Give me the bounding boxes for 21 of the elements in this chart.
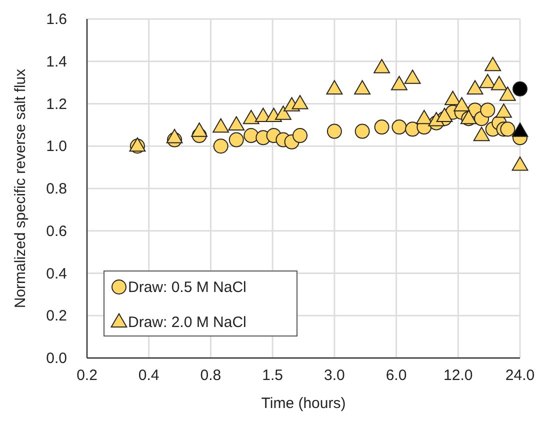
x-tick-label: 6.0 bbox=[386, 367, 407, 384]
x-tick-label: 0.2 bbox=[76, 367, 98, 384]
x-tick-label: 12.0 bbox=[444, 367, 473, 384]
x-axis-title: Time (hours) bbox=[261, 395, 346, 412]
x-tick-label: 0.4 bbox=[138, 367, 160, 384]
x-tick-label: 24.0 bbox=[505, 367, 535, 384]
y-tick-label: 0.2 bbox=[46, 308, 67, 325]
y-tick-label: 0.6 bbox=[46, 222, 67, 240]
x-tick-label: 0.8 bbox=[200, 367, 222, 384]
x-tick-label: 3.0 bbox=[324, 367, 345, 384]
x-tick-label: 1.5 bbox=[262, 367, 283, 384]
legend-label: Draw: 0.5 M NaCl bbox=[128, 279, 246, 296]
y-tick-label: 1.2 bbox=[46, 96, 67, 113]
y-axis-title: Normalized specific reverse salt flux bbox=[12, 68, 29, 308]
y-tick-label: 0.4 bbox=[46, 265, 67, 282]
legend-label: Draw: 2.0 M NaCl bbox=[128, 314, 246, 331]
y-tick-label: 1.4 bbox=[46, 53, 67, 70]
y-tick-label: 1.6 bbox=[46, 11, 67, 28]
y-tick-label: 0.0 bbox=[46, 350, 67, 367]
y-tick-label: 1.0 bbox=[46, 138, 67, 156]
y-tick-label: 0.8 bbox=[46, 180, 67, 198]
